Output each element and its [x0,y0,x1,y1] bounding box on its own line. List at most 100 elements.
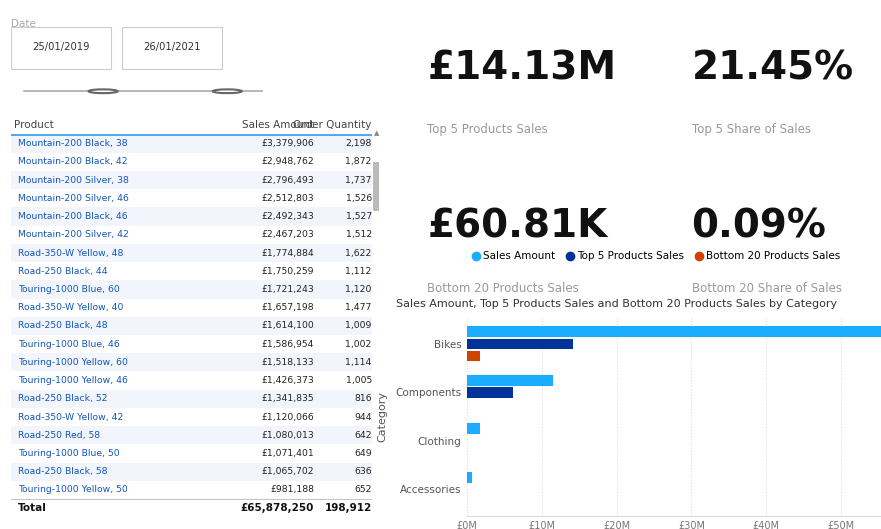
Bar [11,462,372,481]
Text: Road-250 Red, 58: Road-250 Red, 58 [18,431,100,440]
Text: £1,080,013: £1,080,013 [262,431,314,440]
Bar [11,426,372,444]
Circle shape [213,89,241,93]
Text: 642: 642 [354,431,372,440]
Text: £65,878,250: £65,878,250 [241,503,314,513]
Text: Touring-1000 Blue, 60: Touring-1000 Blue, 60 [18,285,120,294]
Text: £1,341,835: £1,341,835 [262,394,314,403]
Circle shape [88,89,118,93]
Text: 1,527: 1,527 [345,212,372,221]
Text: 1,005: 1,005 [345,376,372,385]
Text: £2,512,803: £2,512,803 [262,194,314,203]
Text: £2,796,493: £2,796,493 [262,176,314,185]
Bar [467,375,553,386]
Text: 1,112: 1,112 [345,267,372,276]
Text: Touring-1000 Yellow, 46: Touring-1000 Yellow, 46 [18,376,128,385]
Text: £1,065,702: £1,065,702 [262,467,314,476]
Bar [11,390,372,408]
Bar [467,472,472,482]
Text: Total: Total [18,503,47,513]
Text: 1,512: 1,512 [345,230,372,239]
Text: Road-250 Black, 48: Road-250 Black, 48 [18,322,107,331]
Text: £2,492,343: £2,492,343 [262,212,314,221]
Text: £2,467,203: £2,467,203 [262,230,314,239]
Text: Road-250 Black, 52: Road-250 Black, 52 [18,394,107,403]
Text: Order Quantity: Order Quantity [293,121,372,131]
Text: £1,657,198: £1,657,198 [262,303,314,312]
Bar [11,207,372,226]
Text: Mountain-200 Silver, 38: Mountain-200 Silver, 38 [18,176,129,185]
Text: Top 5 Share of Sales: Top 5 Share of Sales [692,123,811,136]
Text: £981,188: £981,188 [270,486,314,495]
Text: 1,622: 1,622 [345,249,372,258]
Text: 649: 649 [354,449,372,458]
Text: Road-350-W Yellow, 42: Road-350-W Yellow, 42 [18,413,123,422]
Bar [467,339,573,349]
Text: £60.81K: £60.81K [427,208,608,246]
Bar [467,351,480,361]
Text: £3,379,906: £3,379,906 [262,139,314,148]
Text: Mountain-200 Silver, 42: Mountain-200 Silver, 42 [18,230,129,239]
Text: Touring-1000 Blue, 46: Touring-1000 Blue, 46 [18,340,120,349]
Text: Date: Date [11,19,35,29]
Y-axis label: Category: Category [377,391,387,442]
Text: 652: 652 [354,486,372,495]
Text: Mountain-200 Black, 38: Mountain-200 Black, 38 [18,139,128,148]
Text: Sales Amount, Top 5 Products Sales and Bottom 20 Products Sales by Category: Sales Amount, Top 5 Products Sales and B… [396,299,838,309]
Text: 0.09%: 0.09% [692,208,826,246]
Text: £1,750,259: £1,750,259 [262,267,314,276]
Text: 1,526: 1,526 [345,194,372,203]
FancyBboxPatch shape [122,27,222,69]
Text: 1,114: 1,114 [345,358,372,367]
Text: £1,586,954: £1,586,954 [262,340,314,349]
Text: £1,774,884: £1,774,884 [262,249,314,258]
Legend: Sales Amount, Top 5 Products Sales, Bottom 20 Products Sales: Sales Amount, Top 5 Products Sales, Bott… [468,247,844,266]
Text: Bottom 20 Share of Sales: Bottom 20 Share of Sales [692,282,841,295]
Text: 198,912: 198,912 [324,503,372,513]
Text: 1,002: 1,002 [345,340,372,349]
Text: Bottom 20 Products Sales: Bottom 20 Products Sales [427,282,579,295]
Bar [467,423,480,434]
Bar [11,171,372,189]
Bar [11,280,372,298]
Text: Top 5 Products Sales: Top 5 Products Sales [427,123,548,136]
Text: £1,721,243: £1,721,243 [262,285,314,294]
Text: 816: 816 [354,394,372,403]
Text: Road-250 Black, 58: Road-250 Black, 58 [18,467,107,476]
Text: Mountain-200 Silver, 46: Mountain-200 Silver, 46 [18,194,129,203]
Text: Touring-1000 Yellow, 50: Touring-1000 Yellow, 50 [18,486,128,495]
Text: Touring-1000 Yellow, 60: Touring-1000 Yellow, 60 [18,358,128,367]
Bar [11,244,372,262]
Text: 1,872: 1,872 [345,158,372,167]
Text: 1,120: 1,120 [345,285,372,294]
Text: Touring-1000 Blue, 50: Touring-1000 Blue, 50 [18,449,120,458]
Text: Road-350-W Yellow, 48: Road-350-W Yellow, 48 [18,249,123,258]
Bar [374,162,379,211]
Text: Product: Product [14,121,54,131]
Text: 25/01/2019: 25/01/2019 [32,42,90,52]
Text: 2,198: 2,198 [345,139,372,148]
Bar [467,387,514,398]
Text: Mountain-200 Black, 46: Mountain-200 Black, 46 [18,212,128,221]
Text: ▲: ▲ [374,131,379,136]
Text: Mountain-200 Black, 42: Mountain-200 Black, 42 [18,158,128,167]
Bar [11,134,372,153]
Text: £14.13M: £14.13M [427,49,617,87]
Text: £2,948,762: £2,948,762 [262,158,314,167]
Text: 1,009: 1,009 [345,322,372,331]
Text: £1,614,100: £1,614,100 [262,322,314,331]
Text: Road-250 Black, 44: Road-250 Black, 44 [18,267,107,276]
Text: Sales Amount: Sales Amount [242,121,314,131]
Text: 1,737: 1,737 [345,176,372,185]
Text: 944: 944 [354,413,372,422]
Text: 1,477: 1,477 [345,303,372,312]
Text: 21.45%: 21.45% [692,49,854,87]
Text: £1,071,401: £1,071,401 [262,449,314,458]
Text: 636: 636 [354,467,372,476]
Bar [11,317,372,335]
Text: Road-350-W Yellow, 40: Road-350-W Yellow, 40 [18,303,123,312]
Bar [467,326,881,337]
Text: 26/01/2021: 26/01/2021 [143,42,201,52]
Text: £1,426,373: £1,426,373 [262,376,314,385]
FancyBboxPatch shape [11,27,111,69]
